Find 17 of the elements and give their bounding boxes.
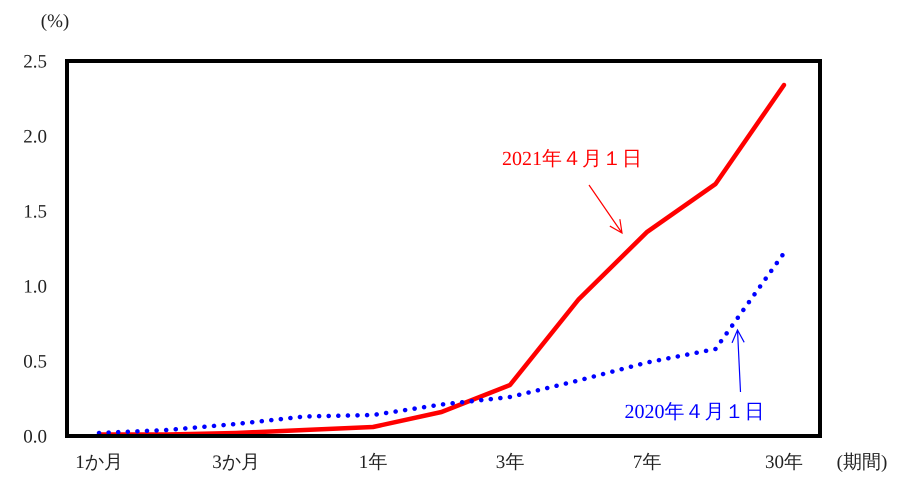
- y-tick-label: 1.5: [23, 202, 47, 223]
- x-tick-label: 3か月: [212, 452, 260, 473]
- y-tick-label: 2.0: [23, 126, 47, 148]
- y-tick-label: 2.5: [23, 52, 47, 73]
- y-tick-label: 1.0: [23, 276, 47, 298]
- text: 2021年４月１日: [502, 148, 642, 170]
- y-tick-label: 0.5: [23, 352, 47, 373]
- x-axis-title: (期間): [836, 452, 888, 473]
- series-label: 2020年４月１日: [624, 401, 764, 423]
- x-tick-label: 30年: [765, 452, 803, 473]
- y-axis-title: (%): [40, 11, 70, 32]
- y-tick-label: 0.0: [23, 426, 47, 448]
- line-series: [96, 250, 786, 436]
- x-tick-label: 7年: [632, 452, 662, 473]
- x-tick-label: 3年: [496, 452, 524, 473]
- x-tick-label: 1年: [358, 452, 388, 473]
- x-tick-label: 1か月: [75, 452, 123, 473]
